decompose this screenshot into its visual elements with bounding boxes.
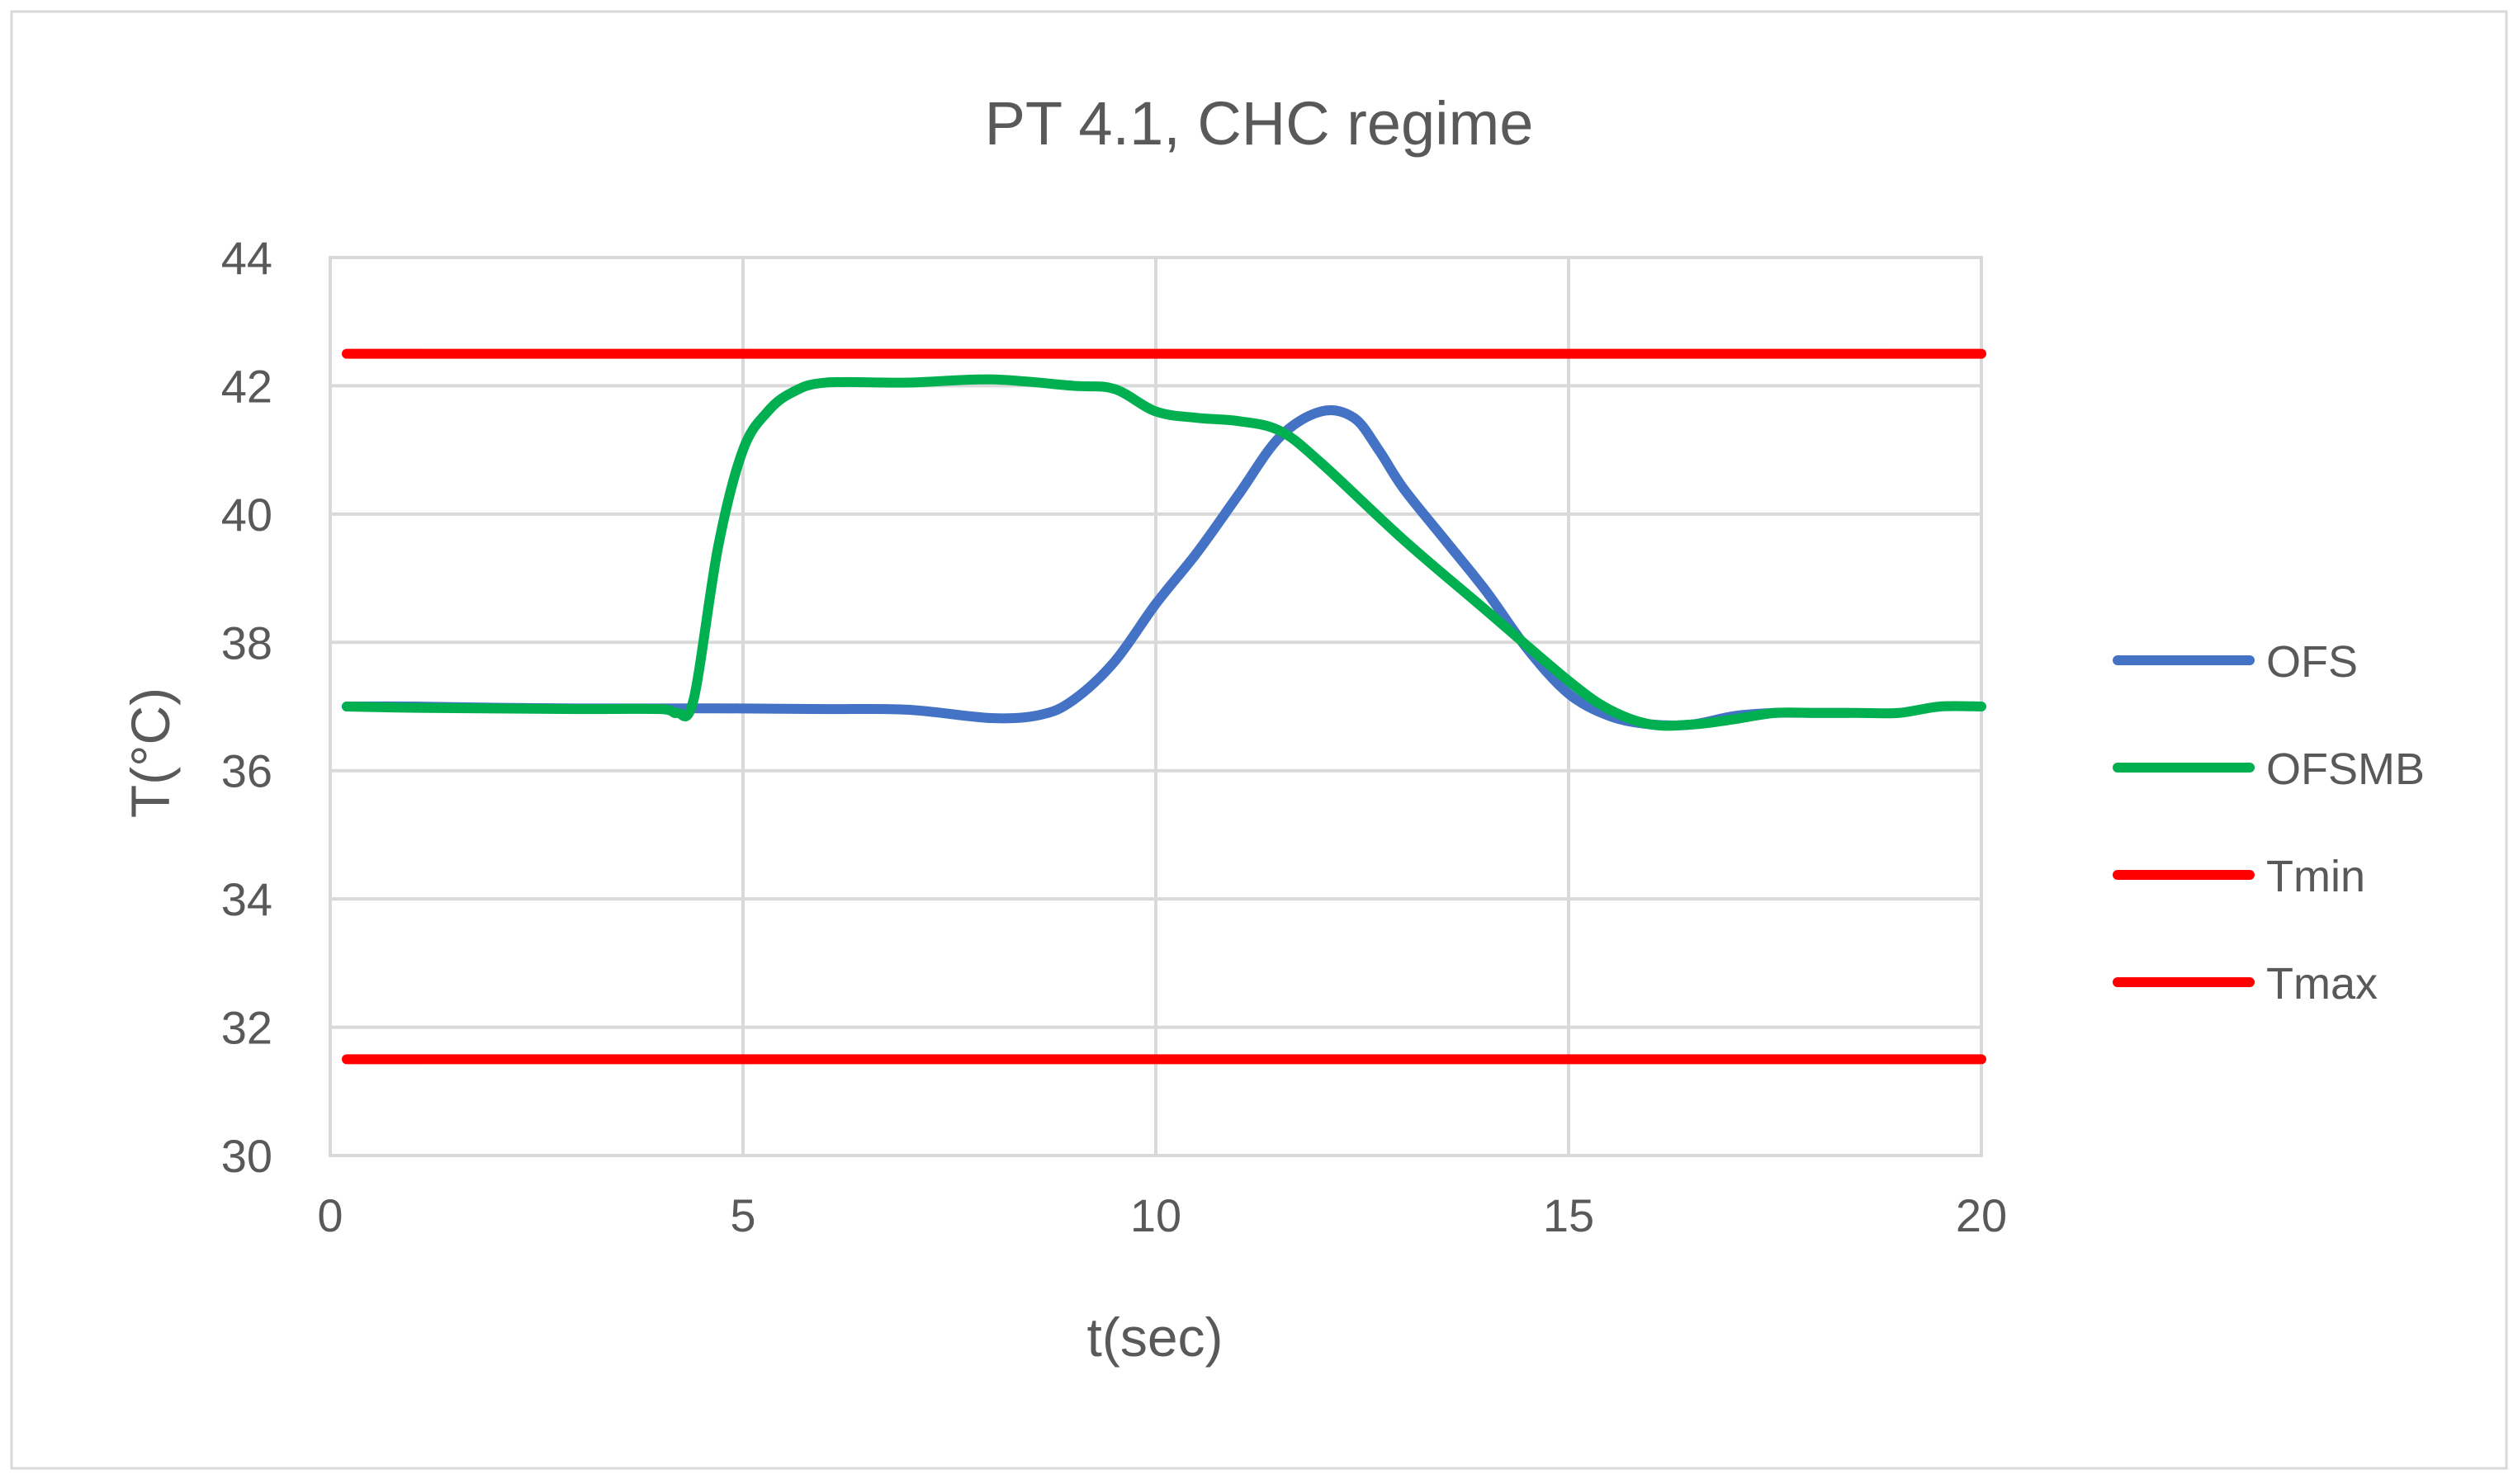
y-tick-label: 30 [221, 1130, 272, 1182]
y-tick-label: 34 [221, 873, 272, 925]
y-tick-label: 38 [221, 617, 272, 669]
chart-title: PT 4.1, CHC regime [985, 89, 1534, 158]
legend-label-ofs: OFS [2266, 637, 2358, 687]
x-axis-label: t(sec) [1087, 1307, 1224, 1368]
x-tick-label: 5 [730, 1189, 755, 1241]
series-group [342, 348, 1986, 1065]
axes: 30 32 34 36 38 40 42 44 0 5 10 15 20 [221, 232, 2007, 1241]
legend: OFS OFSMB Tmin Tmax [2113, 637, 2425, 1009]
x-tick-label: 10 [1130, 1189, 1181, 1241]
y-tick-label: 36 [221, 745, 272, 797]
legend-label-tmax: Tmax [2266, 959, 2378, 1009]
y-tick-label: 42 [221, 360, 272, 412]
y-axis-label: T(°C) [120, 688, 181, 818]
legend-label-ofsmb: OFSMB [2266, 744, 2425, 794]
chart-border [10, 10, 2508, 1470]
y-tick-label: 32 [221, 1002, 272, 1054]
y-tick-label: 44 [221, 232, 272, 284]
x-tick-label: 20 [1956, 1189, 2007, 1241]
x-tick-label: 15 [1543, 1189, 1594, 1241]
legend-label-tmin: Tmin [2266, 852, 2365, 901]
x-tick-label: 0 [317, 1189, 343, 1241]
y-tick-label: 40 [221, 489, 272, 541]
series-line-ofsmb [342, 374, 1986, 731]
